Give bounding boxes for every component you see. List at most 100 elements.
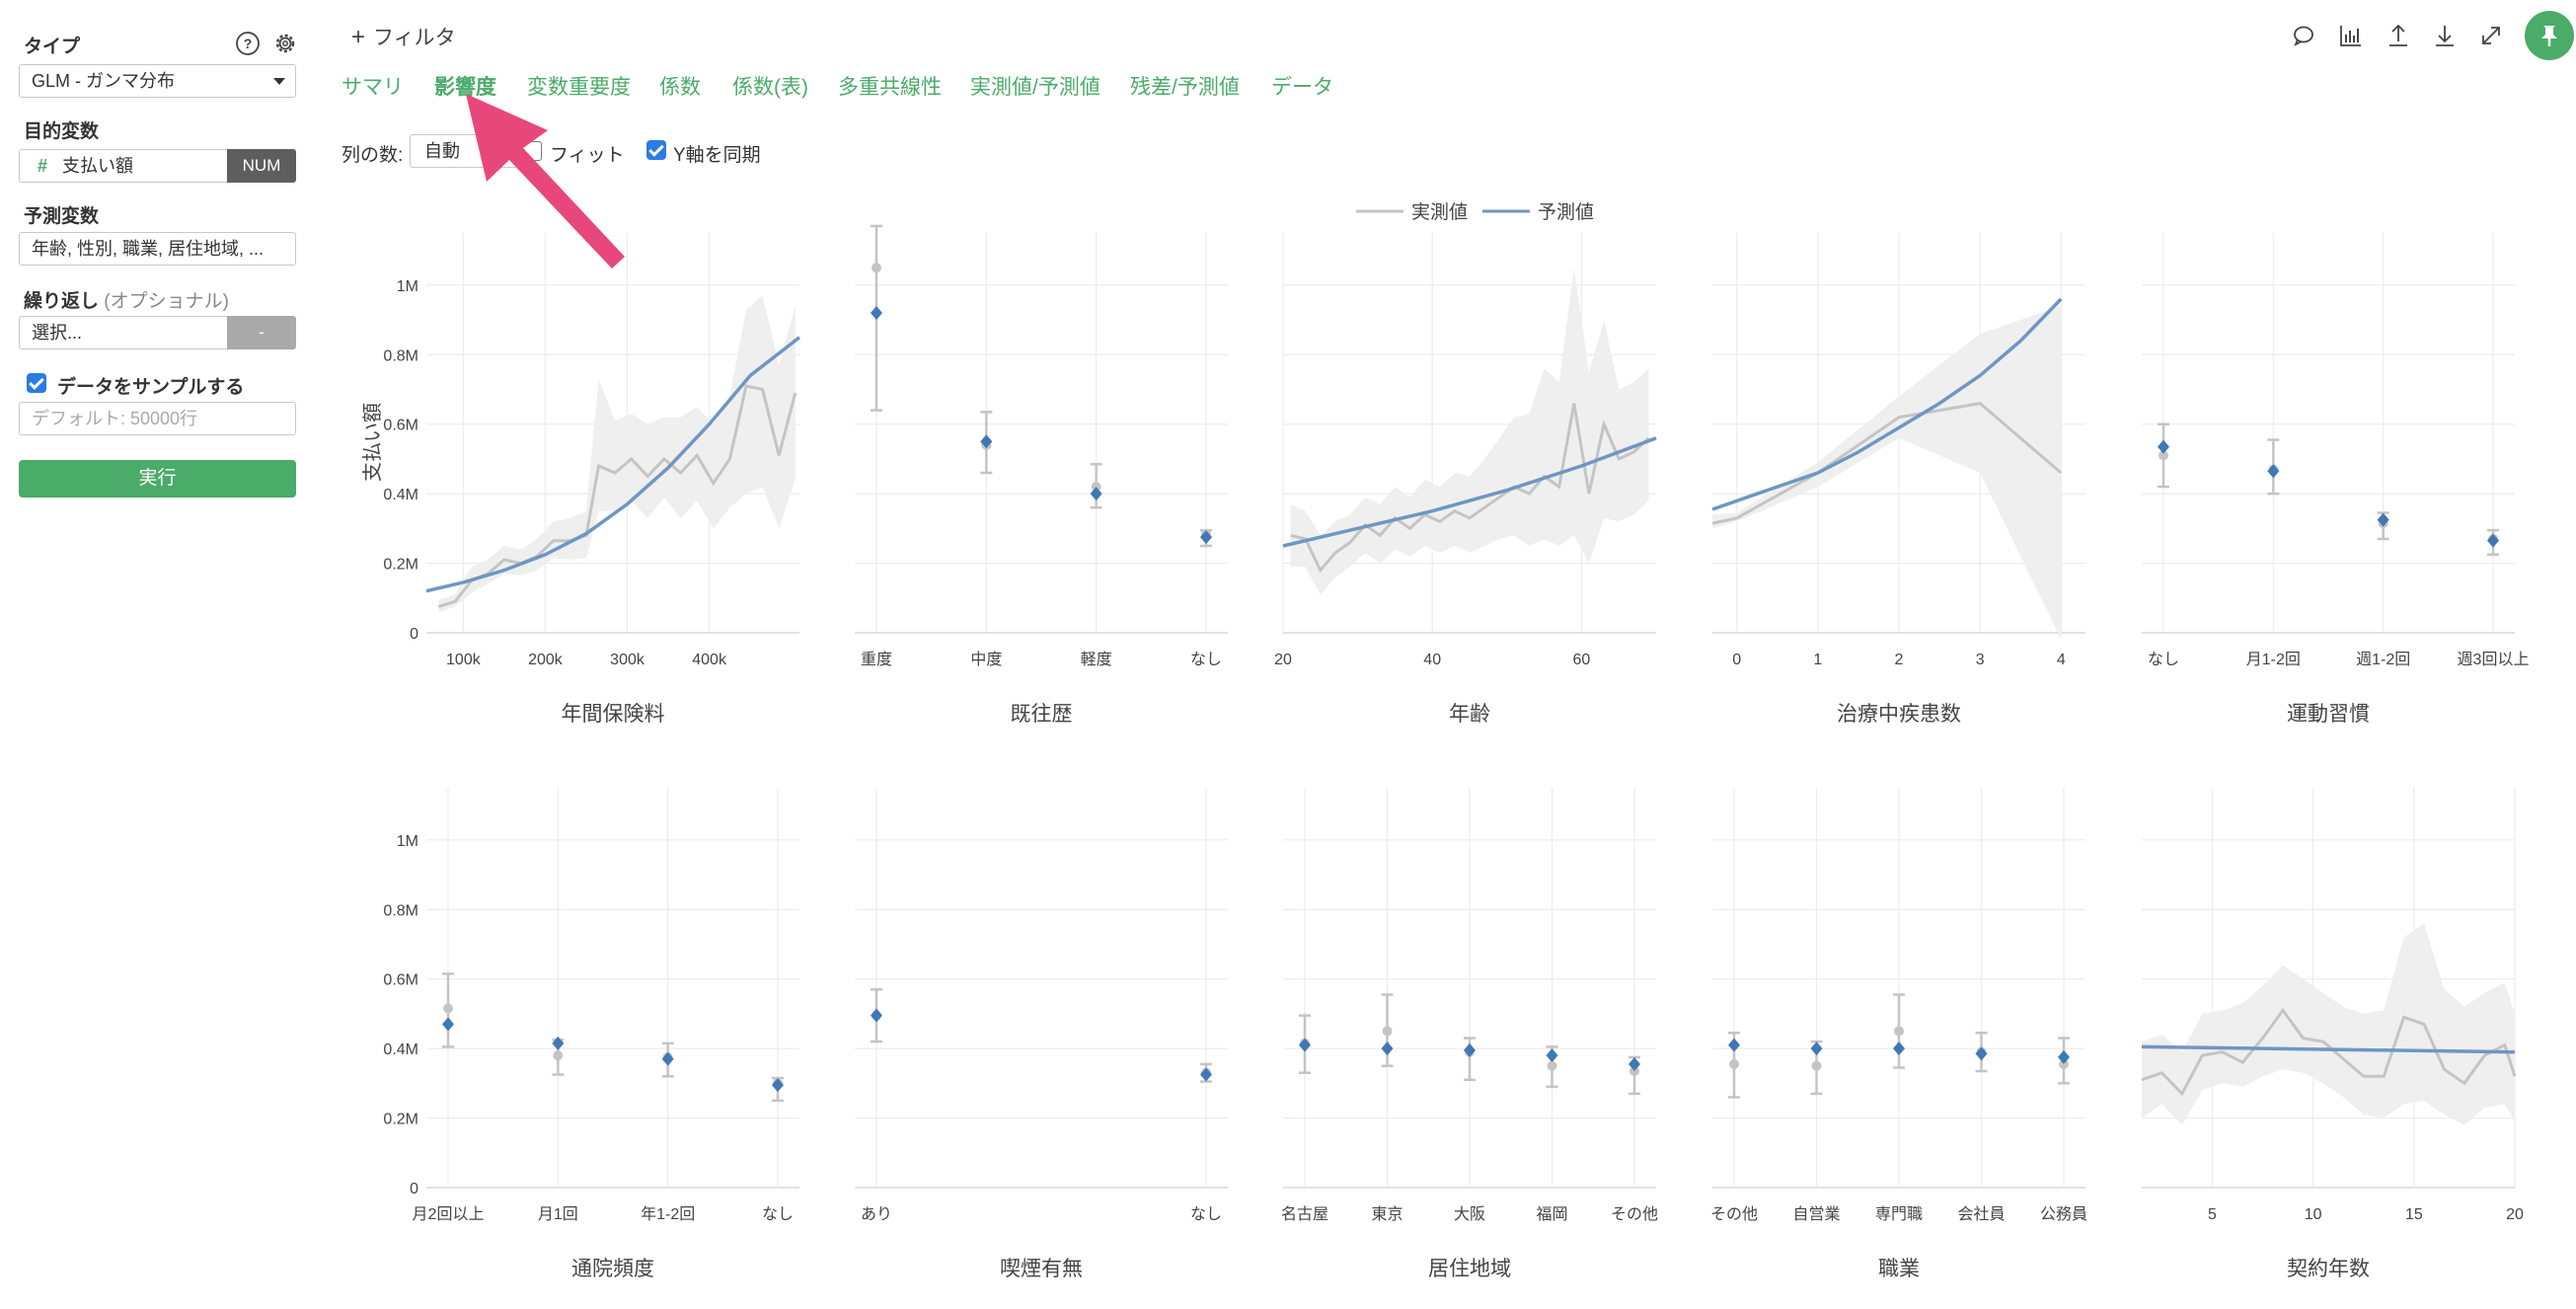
predicted-point <box>1810 1041 1823 1056</box>
target-label: 目的変数 <box>24 121 100 142</box>
sample-label: データをサンプルする <box>57 377 245 398</box>
tab-coefficients-table[interactable]: 係数(表) <box>732 76 808 99</box>
comment-icon[interactable] <box>2290 22 2317 49</box>
type-select[interactable]: GLM - ガンマ分布 <box>19 64 296 98</box>
target-type-badge: NUM <box>227 149 296 183</box>
x-tick-label: 重度 <box>861 651 892 668</box>
predicted-point <box>661 1051 674 1066</box>
y-tick-label: 0.4M <box>383 487 418 503</box>
predicted-point <box>1299 1038 1311 1052</box>
predicted-point <box>442 1017 454 1032</box>
sample-checkbox[interactable] <box>27 373 46 393</box>
predicted-point <box>1464 1042 1476 1057</box>
tab-actual-vs-predicted[interactable]: 実測値/予測値 <box>970 76 1100 99</box>
panel-title: 職業 <box>1878 1258 1920 1280</box>
panel-title: 年間保険料 <box>562 703 665 726</box>
x-tick-label: 0 <box>1732 652 1741 668</box>
panel-title: 契約年数 <box>2287 1258 2370 1280</box>
predicted-point <box>2267 464 2280 479</box>
legend-actual-label: 実測値 <box>1411 201 1468 223</box>
x-tick-label: その他 <box>1611 1205 1658 1223</box>
predicted-point <box>871 1008 882 1023</box>
x-tick-label: 1 <box>1813 652 1822 668</box>
x-tick-label: 100k <box>446 652 482 668</box>
predicted-point <box>1629 1056 1640 1071</box>
panel-4: 0 1 2 3 4 治療中疾患数 <box>1711 233 2085 726</box>
repeat-field[interactable]: 選択... - <box>19 316 296 349</box>
tab-coefficients[interactable]: 係数 <box>659 76 701 99</box>
x-tick-label: 月1回 <box>538 1206 578 1223</box>
confidence-band <box>1290 268 1649 595</box>
panel-title: 喫煙有無 <box>1000 1258 1083 1280</box>
repeat-select[interactable]: 選択... <box>19 316 227 349</box>
panel-title: 既往歴 <box>1011 703 1073 726</box>
predictor-select[interactable]: 年齢, 性別, 職業, 居住地域, ... <box>19 232 296 266</box>
tab-influence[interactable]: 影響度 <box>434 76 496 99</box>
sample-rows-input[interactable]: デフォルト: 50000行 <box>19 402 296 435</box>
filter-button[interactable]: + フィルタ <box>351 22 456 51</box>
pointer-arrow-shape <box>466 94 625 269</box>
predicted-point <box>2058 1049 2070 1064</box>
tab-data[interactable]: データ <box>1271 76 1333 99</box>
predicted-point <box>1975 1046 1988 1061</box>
x-tick-label: 15 <box>2405 1206 2423 1223</box>
actual-point <box>1382 1026 1393 1037</box>
predicted-point <box>980 434 993 449</box>
plus-icon: + <box>351 24 366 50</box>
tab-summary[interactable]: サマリ <box>341 76 404 99</box>
panel-10: 5 10 15 20 契約年数 <box>2141 788 2524 1280</box>
download-icon[interactable] <box>2431 22 2459 49</box>
x-tick-label: 専門職 <box>1875 1205 1923 1223</box>
predicted-point <box>1200 530 1212 545</box>
actual-point <box>1091 482 1101 493</box>
repeat-remove-button[interactable]: - <box>227 316 296 349</box>
tab-multicollinearity[interactable]: 多重共線性 <box>838 76 942 99</box>
type-label: タイプ <box>24 37 81 57</box>
actual-point <box>1894 1026 1904 1037</box>
y-tick-label: 1M <box>397 278 418 295</box>
actual-point <box>1729 1058 1739 1069</box>
sync-y-checkbox[interactable] <box>646 140 666 160</box>
x-tick-label: 会社員 <box>1957 1205 2005 1223</box>
tab-variable-importance[interactable]: 変数重要度 <box>527 76 631 99</box>
chart-icon[interactable] <box>2337 22 2365 49</box>
actual-point <box>871 263 881 273</box>
y-axis-title: 支払い額 <box>361 403 384 482</box>
gear-icon[interactable] <box>272 31 298 56</box>
x-tick-label: 5 <box>2208 1206 2217 1223</box>
sample-rows-placeholder: デフォルト: 50000行 <box>32 409 198 428</box>
target-field[interactable]: # 支払い額 NUM <box>19 149 296 183</box>
predicted-point <box>1893 1041 1905 1056</box>
x-tick-label: 福岡 <box>1536 1205 1567 1223</box>
confidence-band <box>2142 923 2515 1125</box>
tab-residual-vs-predicted[interactable]: 残差/予測値 <box>1130 76 1240 99</box>
run-button[interactable]: 実行 <box>19 460 296 498</box>
actual-point <box>1629 1066 1639 1077</box>
predicted-point <box>772 1078 784 1093</box>
predicted-line <box>425 336 801 593</box>
x-tick-label: 60 <box>1573 652 1591 668</box>
y-tick-label: 0 <box>410 1181 418 1197</box>
sync-y-label: Y軸を同期 <box>673 145 761 166</box>
svg-text:?: ? <box>244 36 253 51</box>
predicted-point <box>1200 1067 1212 1082</box>
actual-point <box>1547 1060 1557 1071</box>
actual-point <box>2159 450 2168 461</box>
upload-icon[interactable] <box>2385 22 2412 49</box>
actual-line <box>1290 403 1650 574</box>
predicted-point <box>1381 1041 1394 1056</box>
expand-icon[interactable] <box>2477 22 2505 49</box>
pin-button[interactable] <box>2525 11 2574 60</box>
predicted-line <box>1711 297 2063 511</box>
x-tick-label: 4 <box>2057 652 2066 668</box>
panel-title: 居住地域 <box>1428 1258 1511 1280</box>
actual-point <box>553 1050 564 1061</box>
x-tick-label: 400k <box>692 652 727 668</box>
target-value: 支払い額 <box>62 156 134 176</box>
help-icon[interactable]: ? <box>235 31 261 56</box>
